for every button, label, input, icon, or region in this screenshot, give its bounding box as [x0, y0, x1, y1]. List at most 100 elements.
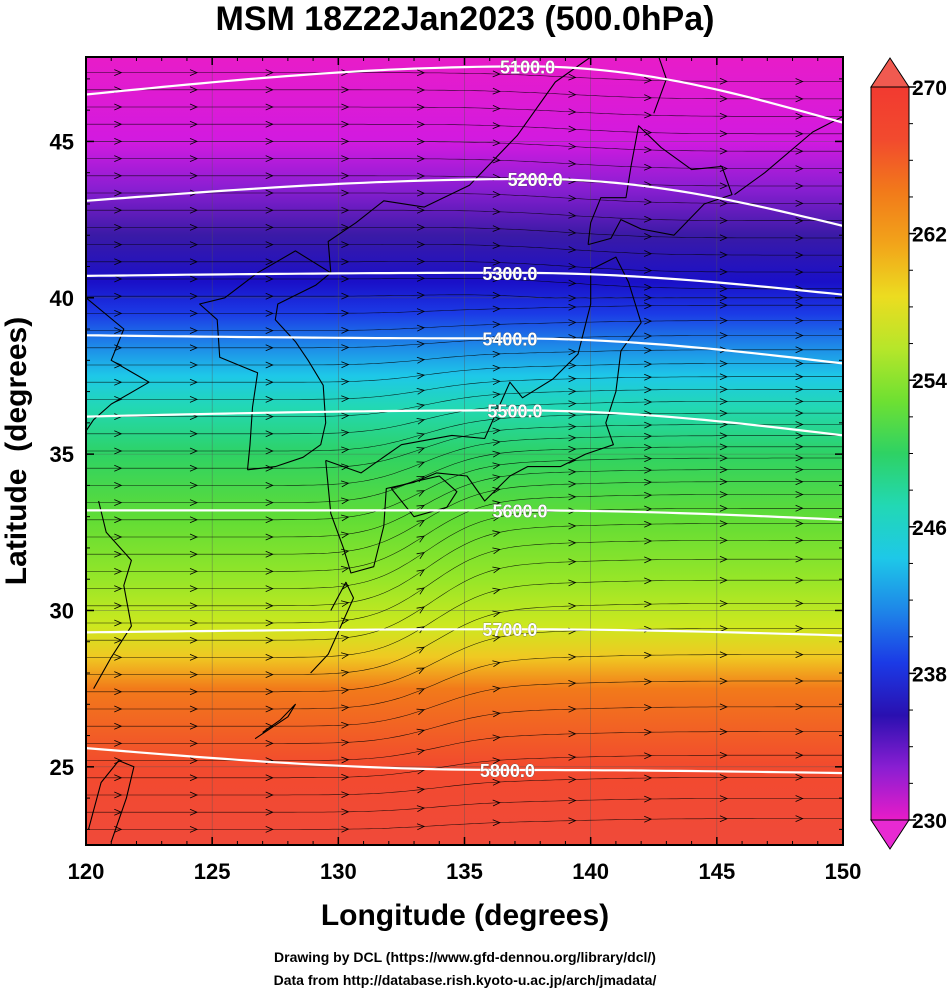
- wind-arrow: [189, 482, 199, 489]
- wind-arrow: [114, 396, 123, 403]
- wind-arrow: [568, 279, 577, 287]
- wind-arrow: [492, 156, 501, 164]
- wind-arrow: [189, 740, 199, 747]
- wind-arrow: [568, 493, 577, 501]
- wind-arrow: [643, 250, 653, 257]
- wind-arrow: [416, 461, 426, 468]
- wind-arrow: [719, 491, 728, 498]
- wind-arrow: [568, 412, 577, 419]
- streamline: [86, 469, 843, 538]
- wind-arrow: [341, 344, 350, 351]
- wind-arrow: [492, 321, 501, 328]
- wind-arrow: [341, 704, 350, 712]
- wind-arrow: [795, 625, 804, 632]
- coastline: [587, 125, 733, 246]
- wind-arrow: [644, 466, 653, 474]
- wind-arrow: [114, 430, 123, 438]
- wind-arrow: [795, 373, 804, 381]
- wind-arrow: [416, 138, 426, 145]
- wind-arrow: [719, 751, 728, 759]
- wind-arrow: [492, 350, 501, 358]
- wind-arrow: [114, 826, 123, 833]
- streamline: [86, 320, 843, 331]
- wind-arrow: [492, 566, 501, 574]
- contour-line: [86, 409, 843, 437]
- wind-arrow: [265, 413, 274, 420]
- wind-arrow: [643, 215, 653, 223]
- colorbar-body: [870, 86, 910, 821]
- wind-arrow: [644, 478, 653, 486]
- wind-arrow: [265, 636, 274, 644]
- wind-arrow: [492, 139, 501, 147]
- wind-arrow: [114, 224, 123, 231]
- wind-arrow: [265, 189, 274, 197]
- wind-arrow: [568, 776, 577, 783]
- wind-arrow: [341, 138, 350, 145]
- wind-arrow: [795, 555, 804, 563]
- wind-arrow: [416, 403, 426, 410]
- wind-arrow: [416, 155, 426, 163]
- wind-arrow: [340, 669, 350, 677]
- wind-arrow: [719, 268, 728, 276]
- wind-arrow: [492, 275, 501, 283]
- wind-arrow: [568, 653, 577, 661]
- wind-arrow: [265, 533, 274, 541]
- wind-arrow: [416, 823, 426, 831]
- wind-arrow: [795, 795, 804, 802]
- streamline: [86, 731, 843, 761]
- wind-arrow: [265, 396, 274, 403]
- wind-arrow: [568, 754, 577, 761]
- wind-arrow: [189, 602, 199, 610]
- wind-arrow: [416, 69, 426, 77]
- wind-arrow: [416, 569, 425, 577]
- wind-arrow: [114, 671, 123, 678]
- x-tick-label: 145: [698, 859, 735, 884]
- wind-arrow: [416, 519, 425, 527]
- wind-arrow: [265, 310, 274, 317]
- wind-arrow: [568, 400, 577, 408]
- wind-arrow: [568, 108, 577, 116]
- credit-line-2: Data from http://database.rish.kyoto-u.a…: [274, 972, 657, 988]
- wind-arrow: [492, 474, 501, 482]
- wind-arrow: [719, 360, 728, 367]
- wind-arrow: [795, 421, 804, 428]
- wind-arrow: [114, 619, 123, 627]
- coastline: [87, 760, 135, 843]
- wind-arrow: [719, 130, 728, 137]
- colorbar-max-triangle: [870, 57, 910, 88]
- wind-arrow: [341, 446, 350, 454]
- wind-arrow: [795, 751, 804, 759]
- wind-arrow: [795, 536, 804, 544]
- wind-arrow: [644, 728, 653, 736]
- wind-arrow: [492, 208, 501, 215]
- wind-arrow: [416, 551, 425, 560]
- wind-arrow: [795, 234, 804, 242]
- wind-arrow: [492, 734, 501, 742]
- wind-arrow: [568, 558, 577, 566]
- wind-arrow: [416, 490, 426, 497]
- wind-arrow: [114, 138, 123, 145]
- streamline: [86, 435, 843, 486]
- wind-arrow: [795, 112, 804, 120]
- streamline: [86, 209, 843, 221]
- x-axis: 120 125 130 135 140 145 150: [68, 57, 861, 884]
- streamline: [86, 579, 843, 658]
- wind-arrow: [492, 710, 501, 718]
- coastline: [734, 115, 843, 196]
- wind-arrow: [189, 499, 199, 506]
- wind-arrow: [644, 520, 653, 528]
- streamline: [86, 508, 843, 589]
- credit-line-1: Drawing by DCL (https://www.gfd-dennou.o…: [274, 949, 656, 965]
- wind-arrow: [795, 520, 804, 527]
- wind-arrow: [492, 427, 501, 435]
- contour-label: 5500.0: [487, 401, 542, 421]
- wind-arrow: [341, 206, 350, 214]
- wind-arrow: [492, 660, 501, 668]
- wind-arrow: [568, 262, 577, 270]
- streamline: [86, 603, 843, 675]
- wind-arrow: [114, 172, 123, 180]
- wind-arrow: [189, 86, 199, 94]
- wind-arrow: [189, 275, 199, 283]
- streamline: [86, 106, 843, 117]
